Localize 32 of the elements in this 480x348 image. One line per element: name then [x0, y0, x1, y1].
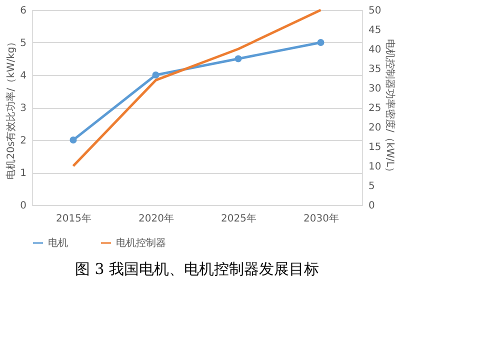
y2-tick-label: 35: [368, 64, 382, 75]
y2-tick-label: 15: [368, 142, 382, 153]
x-tick-label: 2020年: [138, 212, 174, 224]
x-tick-label: 2025年: [221, 212, 256, 224]
point: [70, 136, 77, 144]
y-tick-label: 1: [20, 168, 26, 179]
legend-label: 电机: [48, 237, 68, 249]
text: 图 3 我国电机、电机控制器发展目标: [74, 260, 320, 278]
y2-tick-label: 5: [368, 181, 375, 192]
line-series: [72, 8, 322, 168]
y2-tick-label: 25: [368, 103, 382, 114]
y-tick-label: 5: [20, 38, 26, 49]
y-tick-label: 3: [20, 103, 26, 114]
y2-tick-label: 20: [368, 122, 382, 134]
y2-tick-label: 45: [368, 25, 382, 36]
y2-tick-label: 50: [368, 6, 382, 16]
point: [317, 38, 324, 46]
y2-tick-label: 10: [368, 162, 382, 172]
x-tick-label: 2030年: [304, 212, 339, 224]
x-tick-label: 2015年: [56, 212, 92, 224]
y-tick-label: 6: [20, 6, 26, 16]
y-axis-title: 电机20s有效比功率/（kW/kg）: [5, 36, 18, 180]
y2-tick-label: 40: [368, 44, 382, 56]
y2-tick-label: 0: [368, 200, 375, 212]
y2-axis-title: 电机控制器功率密度/（kW/L）: [384, 39, 396, 177]
point: [152, 71, 160, 79]
y-tick-label: 4: [20, 70, 26, 82]
legend-label: 电机控制器: [116, 237, 166, 249]
y-tick-label: 2: [20, 136, 26, 146]
y2-tick-label: 30: [368, 84, 382, 94]
y-tick-label: 0: [20, 200, 26, 212]
point: [234, 55, 242, 62]
